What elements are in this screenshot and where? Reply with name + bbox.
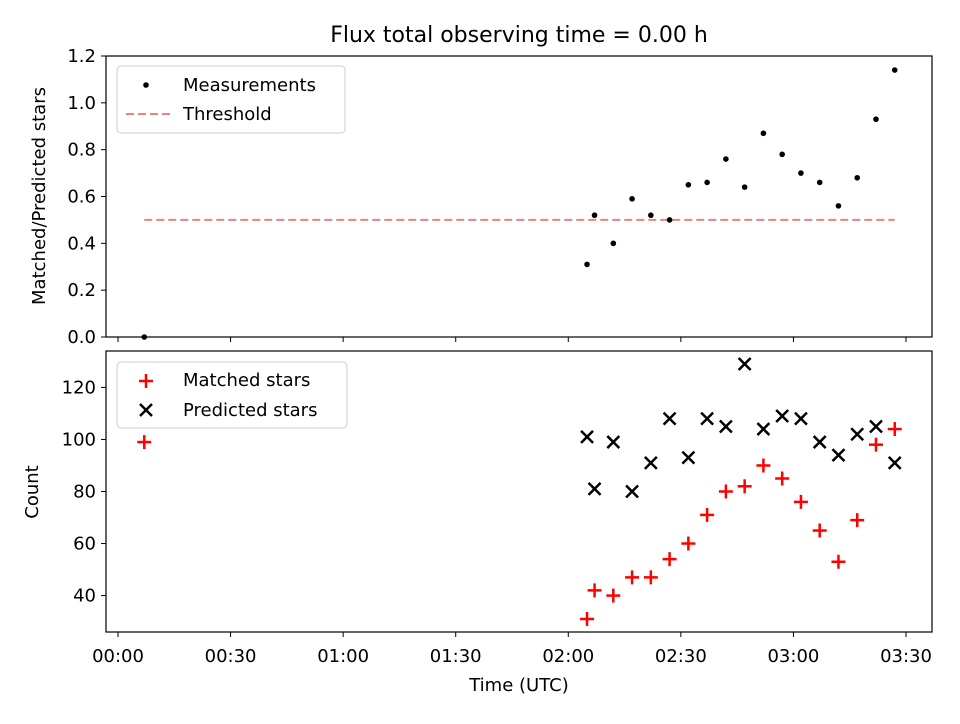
matched-point bbox=[850, 513, 865, 528]
predicted-point bbox=[719, 419, 733, 434]
measurement-point bbox=[648, 212, 654, 219]
predicted-point bbox=[812, 435, 827, 449]
predicted-point bbox=[587, 482, 602, 496]
matched-point bbox=[887, 422, 902, 437]
bottom-ytick-label: 100 bbox=[62, 429, 96, 450]
matched-point bbox=[775, 471, 790, 486]
bottom-xtick-label: 03:00 bbox=[767, 646, 819, 667]
matched-point bbox=[137, 435, 152, 450]
predicted-point bbox=[869, 419, 883, 434]
predicted-point bbox=[625, 484, 639, 499]
bottom-xtick-label: 01:00 bbox=[317, 646, 369, 667]
matched-point bbox=[793, 494, 808, 509]
legend-threshold-label: Threshold bbox=[182, 104, 272, 125]
matched-point bbox=[812, 523, 827, 538]
legend-matched-label: Matched stars bbox=[183, 370, 310, 391]
measurement-point bbox=[629, 196, 635, 202]
measurement-point bbox=[816, 179, 823, 186]
legend-predicted-label: Predicted stars bbox=[183, 400, 317, 421]
predicted-point bbox=[737, 357, 752, 371]
measurement-point bbox=[760, 130, 767, 137]
matched-point bbox=[606, 588, 621, 603]
bottom-ytick-label: 40 bbox=[73, 586, 96, 607]
bottom-xtick-label: 01:30 bbox=[430, 646, 482, 667]
matched-point bbox=[700, 507, 715, 522]
matched-point bbox=[756, 458, 771, 473]
top-ytick-label: 1.0 bbox=[67, 93, 96, 114]
bottom-xlabel: Time (UTC) bbox=[468, 675, 569, 696]
bottom-legend: Matched stars Predicted stars bbox=[116, 361, 348, 429]
predicted-point bbox=[850, 427, 865, 442]
bottom-panel: 40 60 80 100 120 00:00 00:30 01:00 01:30 02:00 02:… bbox=[22, 350, 933, 696]
predicted-point bbox=[700, 411, 715, 426]
predicted-point bbox=[756, 422, 771, 436]
legend-measurements-label: Measurements bbox=[183, 75, 316, 96]
top-legend: Measurements Threshold bbox=[116, 65, 346, 134]
measurement-point bbox=[704, 179, 710, 186]
legend-matched-marker bbox=[139, 374, 153, 388]
top-ytick-label: 1.2 bbox=[67, 46, 96, 67]
matched-point bbox=[737, 479, 752, 494]
measurement-point bbox=[666, 217, 673, 223]
matched-point bbox=[868, 437, 883, 452]
measurement-point bbox=[835, 203, 842, 209]
predicted-point bbox=[775, 409, 790, 423]
matched-point bbox=[625, 570, 640, 585]
measurement-point bbox=[779, 151, 785, 158]
legend-measurements-marker bbox=[143, 82, 149, 88]
matched-point bbox=[643, 570, 658, 585]
bottom-ytick-label: 120 bbox=[62, 377, 96, 398]
top-panel: 0.0 0.2 0.4 0.6 0.8 1.0 1.2 Matched/Predicted … bbox=[29, 46, 933, 348]
bottom-xtick-label: 00:30 bbox=[205, 646, 257, 667]
top-ytick-label: 0.6 bbox=[67, 187, 96, 208]
bottom-ytick-label: 60 bbox=[73, 534, 96, 555]
predicted-point bbox=[662, 411, 677, 426]
legend-predicted-marker bbox=[139, 403, 153, 417]
bottom-xtick-label: 02:30 bbox=[655, 646, 707, 667]
measurement-point bbox=[854, 174, 861, 181]
top-ylabel: Matched/Predicted stars bbox=[29, 87, 50, 305]
bottom-ylabel: Count bbox=[22, 465, 43, 518]
top-ytick-label: 0.4 bbox=[67, 233, 96, 254]
matched-point bbox=[831, 554, 846, 569]
measurement-point bbox=[723, 156, 729, 162]
measurement-point bbox=[873, 116, 879, 123]
predicted-point bbox=[831, 448, 846, 462]
predicted-point bbox=[643, 455, 658, 470]
predicted-point bbox=[681, 450, 696, 465]
measurement-point bbox=[591, 212, 598, 219]
matched-point bbox=[662, 552, 677, 567]
matched-point bbox=[718, 484, 733, 499]
matched-point bbox=[587, 583, 602, 598]
bottom-xtick-label: 00:00 bbox=[92, 646, 144, 667]
top-ytick-label: 0.2 bbox=[67, 280, 96, 301]
predicted-point bbox=[606, 435, 621, 449]
bottom-xtick-label: 02:00 bbox=[542, 646, 594, 667]
measurement-point bbox=[891, 67, 898, 73]
measurement-point bbox=[584, 261, 590, 268]
measurement-point bbox=[798, 170, 804, 176]
matched-point bbox=[580, 611, 595, 626]
predicted-point bbox=[580, 429, 594, 444]
top-ytick-label: 0.8 bbox=[67, 140, 96, 161]
bottom-ytick-label: 80 bbox=[73, 482, 96, 503]
matched-point bbox=[681, 536, 696, 551]
top-ytick-label: 0.0 bbox=[67, 327, 96, 348]
chart-title: Flux total observing time = 0.00 h bbox=[330, 23, 708, 48]
measurement-point bbox=[741, 184, 748, 190]
predicted-point bbox=[794, 411, 808, 426]
measurement-point bbox=[610, 240, 617, 247]
measurement-point bbox=[685, 181, 692, 188]
bottom-xtick-label: 03:30 bbox=[880, 646, 932, 667]
predicted-point bbox=[887, 455, 902, 470]
